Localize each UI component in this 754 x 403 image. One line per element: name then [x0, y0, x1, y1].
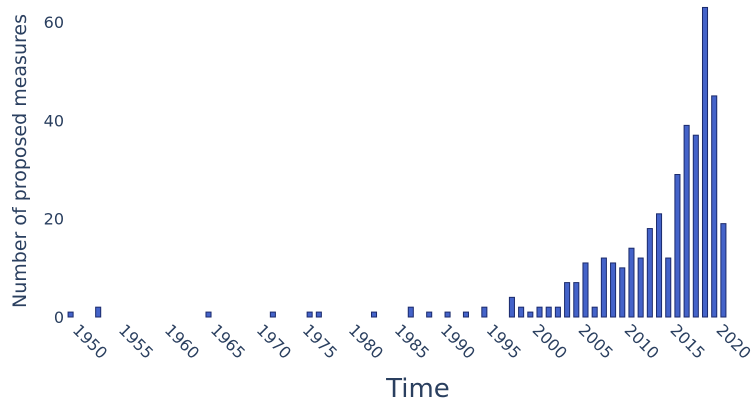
- bar: [582, 262, 589, 318]
- x-tick-label: 1960: [161, 320, 203, 362]
- bar: [554, 306, 561, 318]
- bar: [426, 311, 433, 318]
- x-axis-title: Time: [385, 374, 450, 403]
- x-tick-label: 2015: [667, 320, 709, 362]
- x-tick-label: 1950: [69, 320, 111, 362]
- x-tick-label: 2020: [713, 320, 754, 362]
- x-tick-label: 2010: [621, 320, 663, 362]
- bar: [711, 95, 718, 318]
- bar: [545, 306, 552, 318]
- x-tick-label: 1995: [483, 320, 525, 362]
- bar: [462, 311, 469, 318]
- x-tick-label: 2000: [529, 320, 571, 362]
- bar: [205, 311, 212, 318]
- x-tick-label: 1970: [253, 320, 295, 362]
- bar: [536, 306, 543, 318]
- bar: [692, 134, 699, 318]
- bar: [315, 311, 322, 318]
- bar: [508, 296, 515, 318]
- bar: [518, 306, 525, 318]
- x-tick-label: 1975: [299, 320, 341, 362]
- y-tick-label: 20: [44, 210, 64, 229]
- bar: [600, 257, 607, 318]
- bar: [656, 213, 663, 318]
- x-tick-label: 1985: [391, 320, 433, 362]
- bar: [306, 311, 313, 318]
- bar: [481, 306, 488, 318]
- bar: [619, 267, 626, 318]
- bar: [683, 124, 690, 318]
- bar: [646, 228, 653, 318]
- bar: [674, 174, 681, 318]
- bar: [628, 247, 635, 318]
- bar: [407, 306, 414, 318]
- x-tick-label: 2005: [575, 320, 617, 362]
- y-tick-label: 60: [44, 13, 64, 32]
- bar: [637, 257, 644, 318]
- bar: [444, 311, 451, 318]
- y-tick-label: 0: [54, 308, 64, 327]
- bar: [269, 311, 276, 318]
- x-tick-label: 1980: [345, 320, 387, 362]
- bar: [573, 282, 580, 318]
- bar: [370, 311, 378, 318]
- y-tick-label: 40: [44, 111, 64, 130]
- bar: [665, 257, 672, 318]
- bar: [67, 311, 74, 318]
- bar: [720, 223, 727, 318]
- y-axis-title: Number of proposed measures: [9, 14, 31, 308]
- bar: [95, 306, 102, 318]
- bar: [701, 6, 709, 318]
- x-tick-label: 1990: [437, 320, 479, 362]
- bar: [591, 306, 598, 318]
- bar: [527, 311, 534, 318]
- bar: [564, 282, 571, 318]
- bar: [610, 262, 617, 318]
- x-tick-label: 1955: [115, 320, 157, 362]
- x-tick-label: 1965: [207, 320, 249, 362]
